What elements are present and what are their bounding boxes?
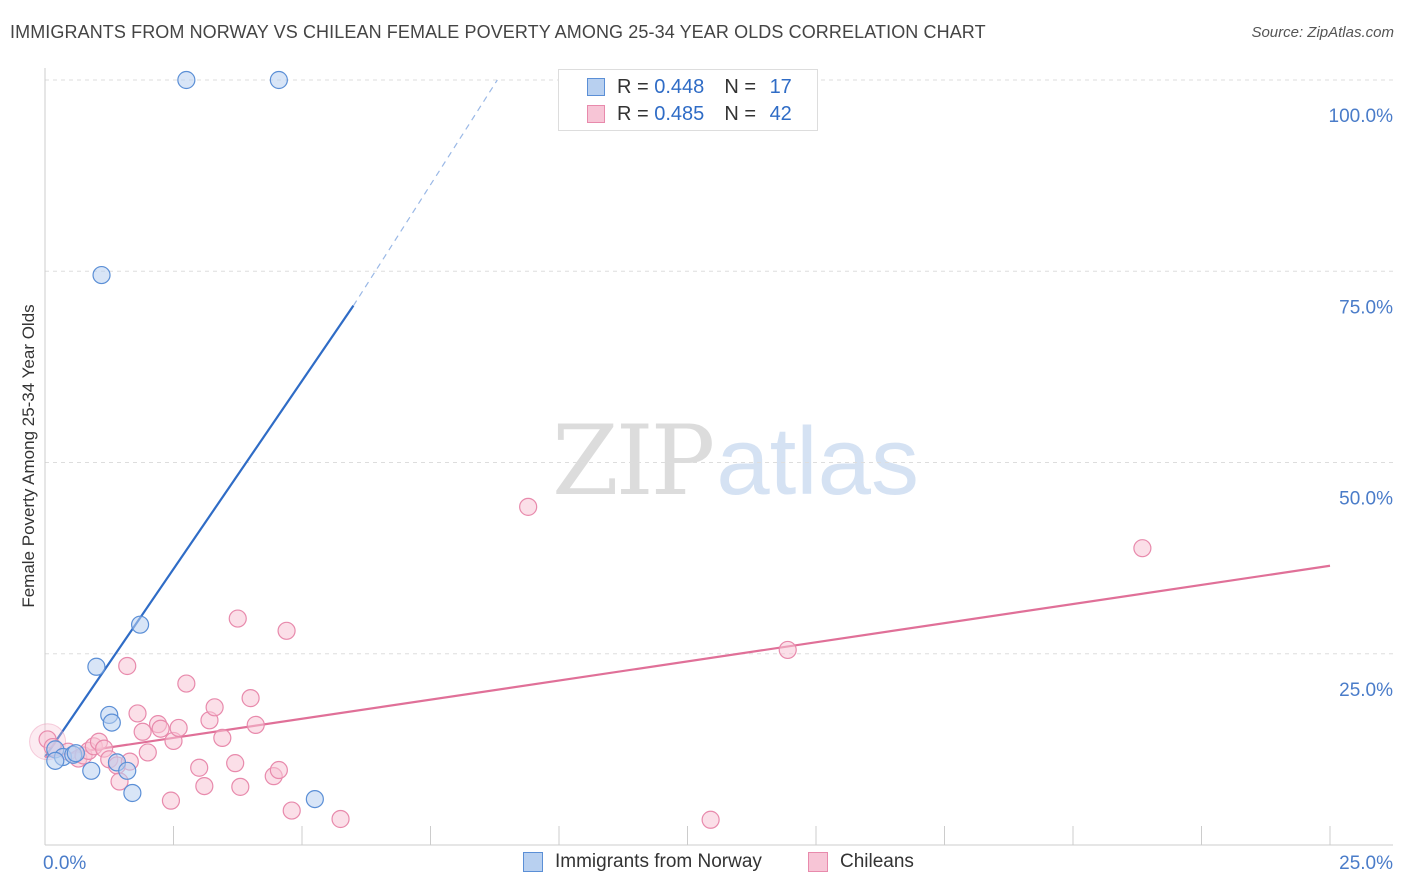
legend-item-chileans: Chileans: [808, 851, 914, 873]
data-point: [128, 704, 147, 723]
data-point: [102, 713, 121, 732]
legend-n-value: 17: [769, 75, 792, 98]
y-tick-label: 75.0%: [1339, 297, 1393, 318]
data-point: [195, 776, 214, 796]
data-point: [82, 761, 101, 780]
data-point: [228, 609, 247, 628]
tick-labels: 25.0% 50.0% 75.0% 100.0% 0.0% 25.0%: [43, 106, 1393, 874]
legend-item-norway: Immigrants from Norway: [523, 851, 762, 873]
data-point: [161, 791, 181, 810]
stats-legend: R = 0.448 N = 17 R = 0.485 N = 42: [558, 69, 818, 131]
axes: [44, 68, 1393, 846]
data-point: [246, 715, 265, 734]
data-point: [701, 810, 720, 829]
data-point: [778, 640, 797, 660]
legend-swatch-norway: [587, 78, 605, 96]
legend-n-value: 42: [769, 102, 792, 125]
x-tick-label: 25.0%: [1339, 853, 1393, 874]
legend-swatch-norway: [523, 852, 543, 872]
data-point: [190, 758, 209, 777]
y-tick-label: 25.0%: [1339, 680, 1393, 701]
legend-n-label: N =: [724, 75, 756, 98]
data-point: [205, 698, 224, 717]
watermark-atlas: atlas: [716, 408, 919, 515]
data-point: [138, 743, 157, 762]
legend-row-norway: R = 0.448 N = 17: [587, 74, 792, 100]
data-point: [231, 777, 250, 796]
trend-line-0: [44, 305, 355, 758]
x-tick-label: 0.0%: [43, 853, 86, 874]
trend-lines: [44, 79, 1331, 759]
data-point: [241, 689, 260, 708]
legend-r-value: 0.448: [654, 75, 705, 98]
legend-swatch-chileans: [808, 852, 828, 872]
legend-r-label: R =: [617, 102, 649, 125]
data-points: [29, 70, 1152, 829]
legend-r-value: 0.485: [654, 102, 705, 125]
data-point: [133, 722, 152, 741]
data-point: [519, 497, 538, 516]
data-point: [177, 674, 196, 693]
data-point: [46, 751, 65, 770]
series-legend: Immigrants from Norway Chileans: [0, 851, 1406, 879]
y-tick-label: 50.0%: [1339, 489, 1393, 510]
data-point: [169, 718, 188, 738]
data-point: [226, 754, 245, 773]
data-point: [87, 657, 106, 676]
chart-title: IMMIGRANTS FROM NORWAY VS CHILEAN FEMALE…: [10, 22, 986, 42]
data-point: [130, 615, 150, 634]
legend-label-chileans: Chileans: [840, 851, 914, 872]
data-point: [177, 70, 196, 90]
data-point: [282, 801, 301, 820]
data-point: [123, 783, 142, 803]
data-point: [213, 728, 232, 748]
data-point: [66, 744, 85, 763]
legend-n-label: N =: [724, 102, 756, 125]
data-point: [1133, 539, 1152, 558]
legend-label-norway: Immigrants from Norway: [555, 851, 762, 872]
trend-line-1: [44, 564, 1331, 759]
source-label: Source: ZipAtlas.com: [1251, 24, 1394, 41]
legend-r-label: R =: [617, 75, 649, 98]
data-point: [118, 656, 137, 676]
legend-swatch-chileans: [587, 105, 605, 123]
data-point: [305, 789, 324, 809]
grid-lines: [45, 79, 1393, 655]
data-point: [269, 70, 288, 90]
watermark-zip: ZIP: [552, 405, 715, 517]
y-tick-label: 100.0%: [1329, 106, 1394, 127]
watermark: ZIPatlas: [552, 405, 919, 517]
data-point: [118, 761, 137, 780]
data-point: [269, 760, 288, 780]
data-point: [151, 719, 170, 738]
data-point: [92, 265, 111, 285]
trend-extension-0: [352, 79, 498, 306]
data-point: [277, 621, 296, 640]
legend-row-chileans: R = 0.485 N = 42: [587, 101, 792, 127]
data-point: [331, 809, 350, 829]
